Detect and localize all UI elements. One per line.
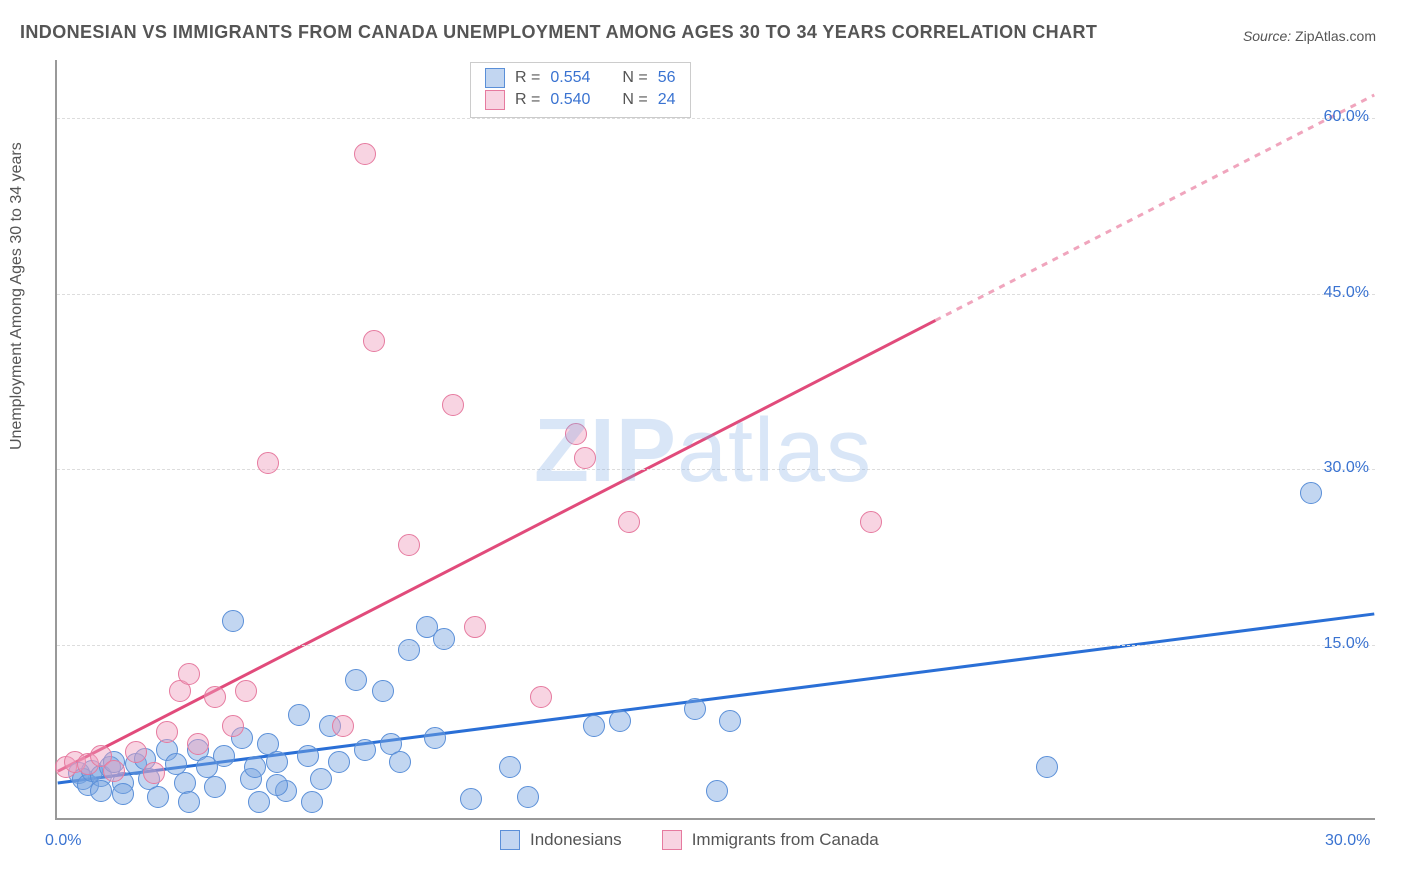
data-point <box>684 698 706 720</box>
n-value-blue: 56 <box>658 67 676 89</box>
data-point <box>244 756 266 778</box>
data-point <box>618 511 640 533</box>
swatch-icon <box>662 830 682 850</box>
data-point <box>310 768 332 790</box>
data-point <box>174 772 196 794</box>
y-tick-label: 15.0% <box>1324 635 1369 653</box>
data-point <box>235 680 257 702</box>
data-point <box>332 715 354 737</box>
legend-item-pink: Immigrants from Canada <box>662 830 879 850</box>
data-point <box>143 762 165 784</box>
data-point <box>204 686 226 708</box>
legend-label: Indonesians <box>530 830 622 850</box>
data-point <box>460 788 482 810</box>
data-point <box>398 639 420 661</box>
source-label: Source: <box>1243 28 1291 44</box>
data-point <box>178 663 200 685</box>
data-point <box>288 704 310 726</box>
chart-container: INDONESIAN VS IMMIGRANTS FROM CANADA UNE… <box>0 0 1406 892</box>
n-value-pink: 24 <box>658 89 676 111</box>
data-point <box>424 727 446 749</box>
data-point <box>345 669 367 691</box>
data-point <box>433 628 455 650</box>
swatch-icon <box>485 68 505 88</box>
gridline <box>57 645 1375 646</box>
data-point <box>1300 482 1322 504</box>
data-point <box>90 780 112 802</box>
data-point <box>609 710 631 732</box>
data-point <box>398 534 420 556</box>
data-point <box>530 686 552 708</box>
data-point <box>354 143 376 165</box>
data-point <box>248 791 270 813</box>
data-point <box>103 760 125 782</box>
data-point <box>125 741 147 763</box>
data-point <box>583 715 605 737</box>
data-point <box>266 751 288 773</box>
data-point <box>719 710 741 732</box>
data-point <box>328 751 350 773</box>
data-point <box>156 721 178 743</box>
source-value: ZipAtlas.com <box>1295 28 1376 44</box>
data-point <box>574 447 596 469</box>
y-tick-label: 45.0% <box>1324 284 1369 302</box>
data-point <box>372 680 394 702</box>
data-point <box>464 616 486 638</box>
data-point <box>213 745 235 767</box>
data-point <box>178 791 200 813</box>
data-point <box>1036 756 1058 778</box>
y-tick-label: 60.0% <box>1324 108 1369 126</box>
data-point <box>499 756 521 778</box>
plot-area: 15.0% 30.0% 45.0% 60.0% <box>55 60 1375 820</box>
data-point <box>147 786 169 808</box>
data-point <box>297 745 319 767</box>
data-point <box>363 330 385 352</box>
legend-label: Immigrants from Canada <box>692 830 879 850</box>
correlation-legend: R = 0.554 N = 56 R = 0.540 N = 24 <box>470 62 691 118</box>
swatch-icon <box>500 830 520 850</box>
r-value-blue: 0.554 <box>550 67 590 89</box>
data-point <box>204 776 226 798</box>
gridline <box>57 469 1375 470</box>
gridline <box>57 294 1375 295</box>
y-axis-label: Unemployment Among Ages 30 to 34 years <box>8 142 26 450</box>
data-point <box>565 423 587 445</box>
data-point <box>301 791 323 813</box>
series-legend: Indonesians Immigrants from Canada <box>500 830 879 850</box>
data-point <box>389 751 411 773</box>
data-point <box>257 452 279 474</box>
gridline <box>57 118 1375 119</box>
x-tick-label: 0.0% <box>45 832 81 850</box>
data-point <box>112 783 134 805</box>
x-tick-label: 30.0% <box>1325 832 1370 850</box>
legend-row-pink: R = 0.540 N = 24 <box>485 89 676 111</box>
r-value-pink: 0.540 <box>550 89 590 111</box>
data-point <box>222 715 244 737</box>
data-point <box>354 739 376 761</box>
data-point <box>222 610 244 632</box>
data-point <box>860 511 882 533</box>
source-credit: Source: ZipAtlas.com <box>1243 28 1376 44</box>
data-point <box>266 774 288 796</box>
data-point <box>706 780 728 802</box>
swatch-icon <box>485 90 505 110</box>
data-point <box>442 394 464 416</box>
legend-item-blue: Indonesians <box>500 830 622 850</box>
data-point <box>517 786 539 808</box>
chart-title: INDONESIAN VS IMMIGRANTS FROM CANADA UNE… <box>20 22 1097 43</box>
legend-row-blue: R = 0.554 N = 56 <box>485 67 676 89</box>
y-tick-label: 30.0% <box>1324 459 1369 477</box>
trend-lines <box>57 60 1375 818</box>
data-point <box>187 733 209 755</box>
